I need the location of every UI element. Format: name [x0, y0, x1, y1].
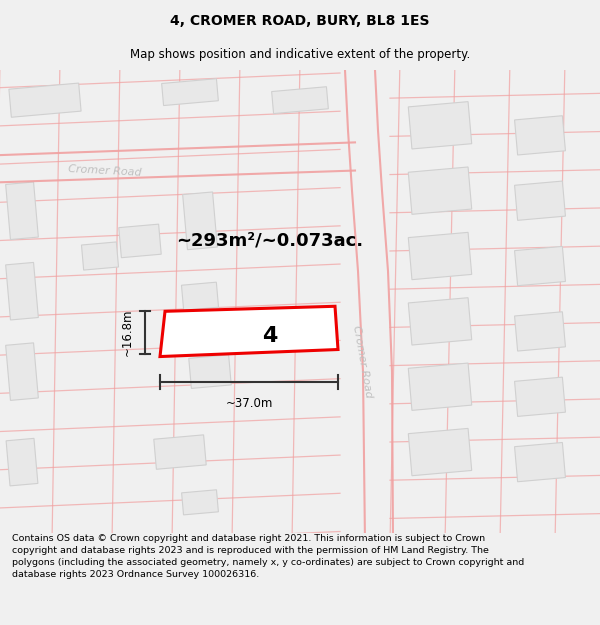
Polygon shape: [82, 242, 119, 270]
Polygon shape: [408, 167, 472, 214]
Polygon shape: [515, 181, 565, 221]
Polygon shape: [408, 363, 472, 411]
Polygon shape: [181, 282, 218, 310]
Polygon shape: [515, 312, 565, 351]
Polygon shape: [5, 182, 38, 239]
Polygon shape: [515, 377, 565, 416]
Polygon shape: [408, 102, 472, 149]
Polygon shape: [408, 298, 472, 345]
Polygon shape: [515, 246, 565, 286]
Text: Contains OS data © Crown copyright and database right 2021. This information is : Contains OS data © Crown copyright and d…: [12, 534, 524, 579]
Text: 4, CROMER ROAD, BURY, BL8 1ES: 4, CROMER ROAD, BURY, BL8 1ES: [170, 14, 430, 28]
Text: Map shows position and indicative extent of the property.: Map shows position and indicative extent…: [130, 48, 470, 61]
Text: Cromer Road: Cromer Road: [68, 164, 142, 177]
Text: 4: 4: [262, 326, 277, 346]
Polygon shape: [182, 192, 217, 249]
Polygon shape: [9, 83, 81, 118]
Polygon shape: [408, 232, 472, 279]
Polygon shape: [408, 428, 472, 476]
Text: ~37.0m: ~37.0m: [226, 398, 272, 410]
Polygon shape: [272, 87, 328, 114]
Text: ~16.8m: ~16.8m: [121, 309, 133, 356]
Text: Cromer Road: Cromer Road: [350, 324, 373, 399]
Polygon shape: [5, 262, 38, 320]
Polygon shape: [182, 490, 218, 515]
Polygon shape: [119, 224, 161, 258]
Polygon shape: [515, 442, 565, 482]
Polygon shape: [5, 343, 38, 401]
Polygon shape: [189, 355, 231, 388]
Polygon shape: [6, 438, 38, 486]
Polygon shape: [154, 435, 206, 469]
Polygon shape: [160, 306, 338, 356]
Text: ~293m²/~0.073ac.: ~293m²/~0.073ac.: [176, 232, 364, 250]
Polygon shape: [161, 79, 218, 106]
Polygon shape: [515, 116, 565, 155]
